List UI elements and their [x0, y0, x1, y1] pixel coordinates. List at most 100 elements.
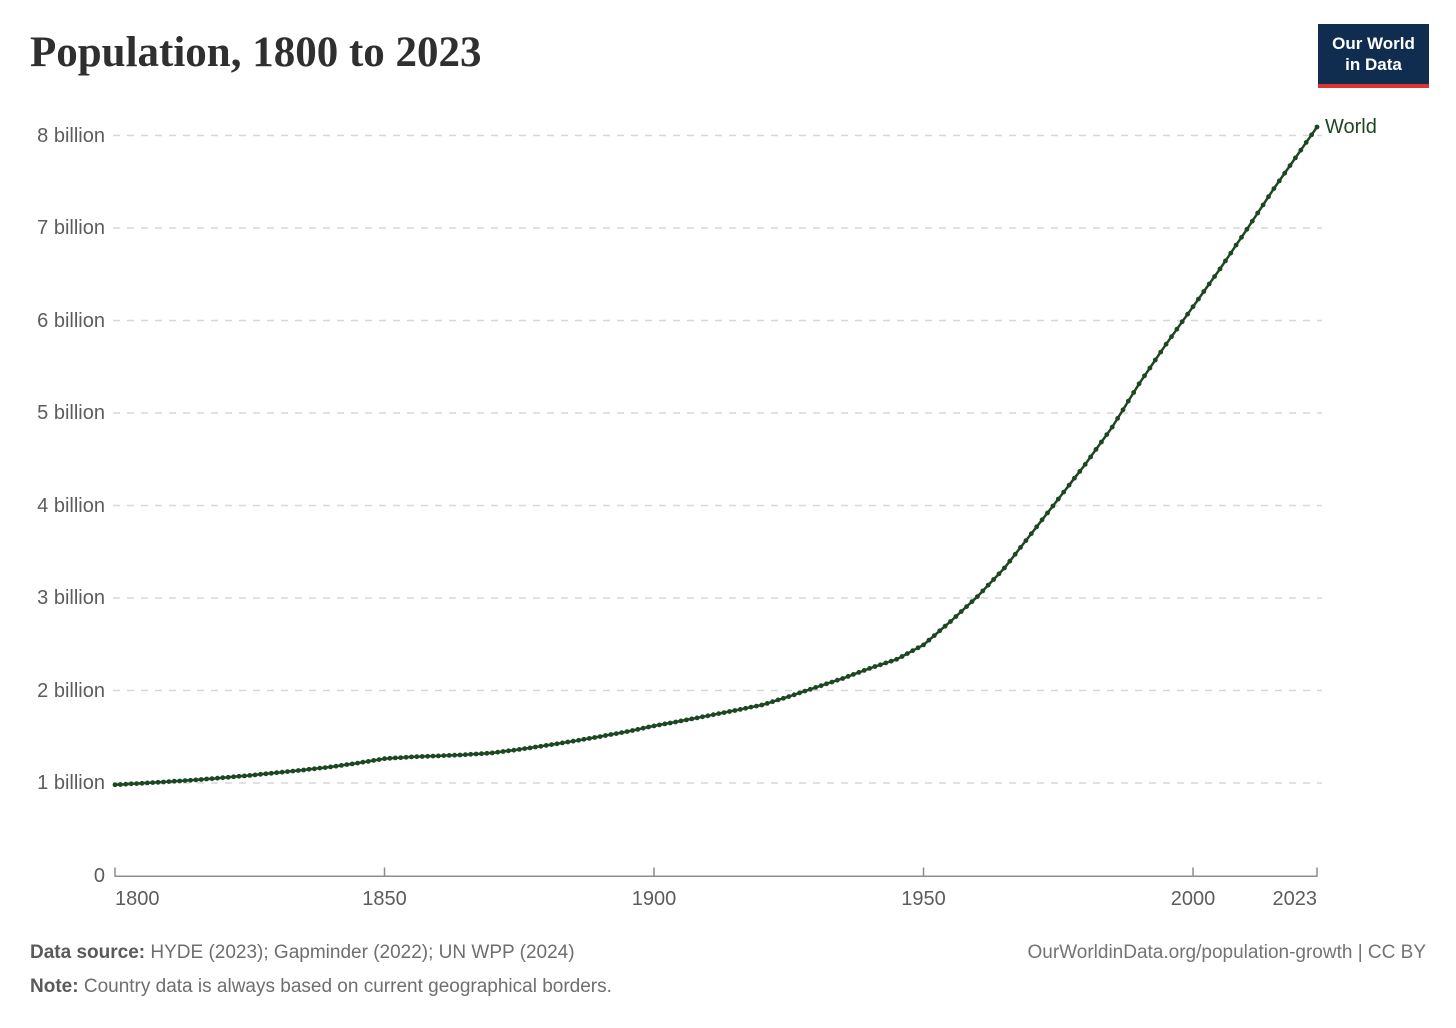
data-point-2007 [1228, 250, 1234, 256]
data-point-1857 [419, 754, 425, 759]
world-line-path [114, 126, 1319, 787]
chart-title: Population, 1800 to 2023 [30, 29, 482, 76]
data-point-1960 [975, 594, 980, 599]
data-point-1913 [721, 710, 727, 715]
footer-note-label: Note: [30, 976, 79, 997]
data-point-1877 [527, 745, 533, 751]
data-point-1827 [258, 771, 263, 777]
data-point-1834 [295, 768, 301, 773]
y-tick-label-1-billion: 1 billion [37, 772, 105, 794]
data-point-1997 [1174, 326, 1180, 332]
data-point-1853 [398, 755, 404, 761]
data-point-2017 [1282, 170, 1288, 176]
data-point-1898 [640, 725, 646, 731]
data-point-1875 [516, 747, 522, 752]
data-point-1843 [344, 762, 350, 767]
gridlines [113, 134, 1322, 784]
data-point-1884 [565, 739, 571, 745]
y-tick-label-4-billion: 4 billion [37, 494, 105, 517]
data-point-1847 [365, 759, 371, 764]
data-point-1852 [392, 755, 398, 761]
data-point-1890 [597, 734, 603, 739]
data-point-1838 [317, 765, 323, 771]
data-point-1810 [166, 779, 172, 784]
data-point-1989 [1131, 390, 1137, 395]
data-point-1952 [931, 633, 937, 638]
data-point-1887 [581, 736, 587, 742]
data-point-2000 [1190, 304, 1196, 310]
data-point-1862 [446, 753, 452, 758]
x-axis [114, 867, 1318, 877]
world-population-series-line [112, 124, 1320, 788]
data-point-1932 [824, 681, 829, 687]
data-point-1986 [1115, 416, 1120, 421]
data-point-1811 [171, 778, 177, 784]
data-point-1801 [118, 782, 123, 787]
data-point-1839 [322, 765, 328, 770]
data-point-1984 [1104, 432, 1110, 437]
data-point-1824 [242, 773, 247, 779]
data-point-1874 [511, 747, 517, 753]
data-point-1821 [225, 774, 231, 780]
data-point-1885 [570, 738, 576, 744]
data-point-1987 [1120, 407, 1126, 413]
data-point-1981 [1088, 454, 1093, 460]
data-point-1929 [807, 686, 813, 692]
data-point-1930 [813, 685, 819, 690]
data-point-1871 [495, 749, 501, 755]
data-point-1856 [414, 754, 420, 760]
data-point-2023 [1314, 124, 1320, 130]
data-point-1976 [1061, 489, 1067, 495]
x-tick-label-2023: 2023 [1272, 888, 1318, 910]
data-point-2014 [1266, 194, 1271, 200]
footer-url-license[interactable]: OurWorldinData.org/population-growth | C… [1027, 942, 1427, 963]
data-point-2009 [1239, 234, 1244, 240]
data-point-1903 [667, 720, 673, 726]
data-point-2019 [1293, 155, 1298, 161]
data-point-1825 [247, 773, 253, 778]
data-point-2002 [1201, 289, 1207, 294]
data-point-1868 [479, 751, 484, 757]
owid-logo-red-bar [1318, 84, 1429, 88]
data-point-1998 [1179, 319, 1185, 325]
footer-data-source-label: Data source: [30, 942, 146, 963]
data-point-1900 [651, 723, 657, 729]
data-point-1880 [543, 743, 549, 748]
data-point-1808 [155, 779, 161, 785]
data-point-1945 [894, 656, 899, 662]
data-point-1954 [942, 623, 948, 629]
data-point-1870 [489, 750, 495, 756]
data-point-1895 [624, 729, 630, 734]
data-point-1950 [921, 642, 926, 648]
data-point-1876 [522, 746, 528, 751]
data-point-1956 [953, 614, 959, 619]
data-point-1979 [1077, 469, 1083, 474]
owid-logo-text-line1: Our World [1332, 34, 1415, 53]
data-point-1972 [1039, 517, 1045, 523]
data-point-2016 [1276, 178, 1282, 184]
data-point-1925 [786, 694, 792, 699]
data-point-1934 [834, 677, 840, 683]
data-point-1918 [748, 704, 754, 710]
data-point-1912 [716, 711, 722, 716]
data-point-1812 [177, 778, 183, 784]
data-point-1910 [705, 713, 711, 719]
x-tick-label-2000: 2000 [1170, 888, 1216, 910]
data-point-1904 [673, 719, 678, 725]
data-point-1822 [231, 774, 237, 780]
data-point-1919 [754, 703, 759, 709]
data-point-1841 [333, 763, 339, 769]
data-point-1817 [204, 776, 210, 782]
data-point-1894 [619, 730, 625, 735]
data-point-1860 [436, 753, 441, 759]
x-tick-label-1850: 1850 [362, 888, 407, 910]
data-point-1889 [592, 735, 598, 740]
data-point-1863 [452, 752, 457, 758]
data-point-1846 [360, 759, 366, 765]
owid-logo[interactable]: Our World in Data [1318, 24, 1429, 88]
data-point-1994 [1158, 349, 1164, 355]
data-point-1914 [727, 709, 732, 714]
data-point-2018 [1287, 163, 1293, 169]
data-point-1988 [1125, 398, 1131, 404]
data-point-2013 [1260, 202, 1266, 208]
